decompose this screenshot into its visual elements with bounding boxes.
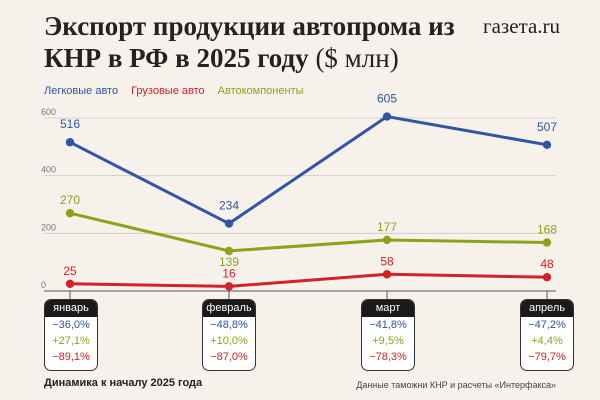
data-point: [542, 238, 552, 247]
data-point: [224, 246, 234, 256]
data-point: [224, 219, 234, 228]
change-trucks: −87,0%: [210, 351, 248, 363]
change-passenger: −48,8%: [210, 319, 248, 331]
brand-logo: газета.ru: [483, 14, 561, 38]
data-label: 507: [537, 120, 557, 134]
data-label: 58: [380, 254, 394, 268]
month-label: март: [362, 300, 414, 317]
y-tick-label: 600: [41, 107, 56, 117]
change-parts: +4,4%: [531, 335, 563, 347]
change-parts: +10,0%: [210, 335, 248, 347]
data-point: [65, 138, 75, 147]
data-label: 48: [540, 257, 554, 271]
change-box-march: март −41,8% +9,5% −78,3%: [361, 299, 415, 371]
data-point: [382, 270, 392, 279]
series-line-2: [68, 211, 549, 253]
change-parts: +27,1%: [52, 335, 90, 347]
chart-legend: Легковые авто Грузовые авто Автокомпонен…: [44, 85, 304, 97]
data-label: 139: [219, 255, 239, 269]
data-label: 25: [63, 264, 77, 278]
change-box-april: апрель −47,2% +4,4% −79,7%: [520, 299, 574, 371]
chart-title: Экспорт продукции автопрома из КНР в РФ …: [44, 10, 474, 74]
data-point: [382, 235, 392, 245]
legend-passenger: Легковые авто: [44, 85, 119, 97]
legend-parts: Автокомпоненты: [217, 85, 304, 97]
data-point: [382, 112, 392, 121]
change-trucks: −78,3%: [369, 351, 407, 363]
data-point: [65, 208, 75, 218]
data-point: [224, 282, 234, 291]
data-label: 177: [377, 220, 397, 234]
series-line-1: [68, 272, 549, 288]
change-trucks: −79,7%: [528, 351, 566, 363]
data-point: [542, 272, 552, 282]
data-label: 270: [60, 193, 80, 207]
series-line-0: [68, 115, 549, 226]
change-parts: +9,5%: [372, 335, 404, 347]
y-tick-label: 0: [41, 280, 46, 290]
title-unit: ($ млн): [315, 43, 399, 73]
data-point: [65, 279, 75, 288]
data-label: 168: [537, 223, 557, 237]
data-label: 605: [377, 92, 397, 106]
change-passenger: −36,0%: [52, 319, 90, 331]
month-label: январь: [45, 300, 97, 317]
title-text: Экспорт продукции автопрома из КНР в РФ …: [44, 11, 455, 73]
data-point: [542, 140, 552, 150]
change-box-january: январь −36,0% +27,1% −89,1%: [44, 299, 98, 371]
y-tick-label: 400: [41, 165, 56, 175]
change-trucks: −89,1%: [52, 351, 90, 363]
legend-trucks: Грузовые авто: [131, 85, 205, 97]
y-tick-label: 200: [41, 222, 56, 232]
month-label: апрель: [521, 300, 573, 317]
data-label: 16: [222, 266, 236, 280]
change-box-february: февраль −48,8% +10,0% −87,0%: [202, 299, 256, 371]
data-label: 516: [60, 117, 80, 131]
data-label: 234: [219, 199, 239, 213]
change-passenger: −47,2%: [528, 319, 566, 331]
source-note: Данные таможни КНР и расчеты «Интерфакса…: [356, 380, 556, 390]
month-label: февраль: [203, 300, 255, 317]
footer-note: Динамика к началу 2025 года: [44, 377, 203, 389]
change-passenger: −41,8%: [369, 319, 407, 331]
